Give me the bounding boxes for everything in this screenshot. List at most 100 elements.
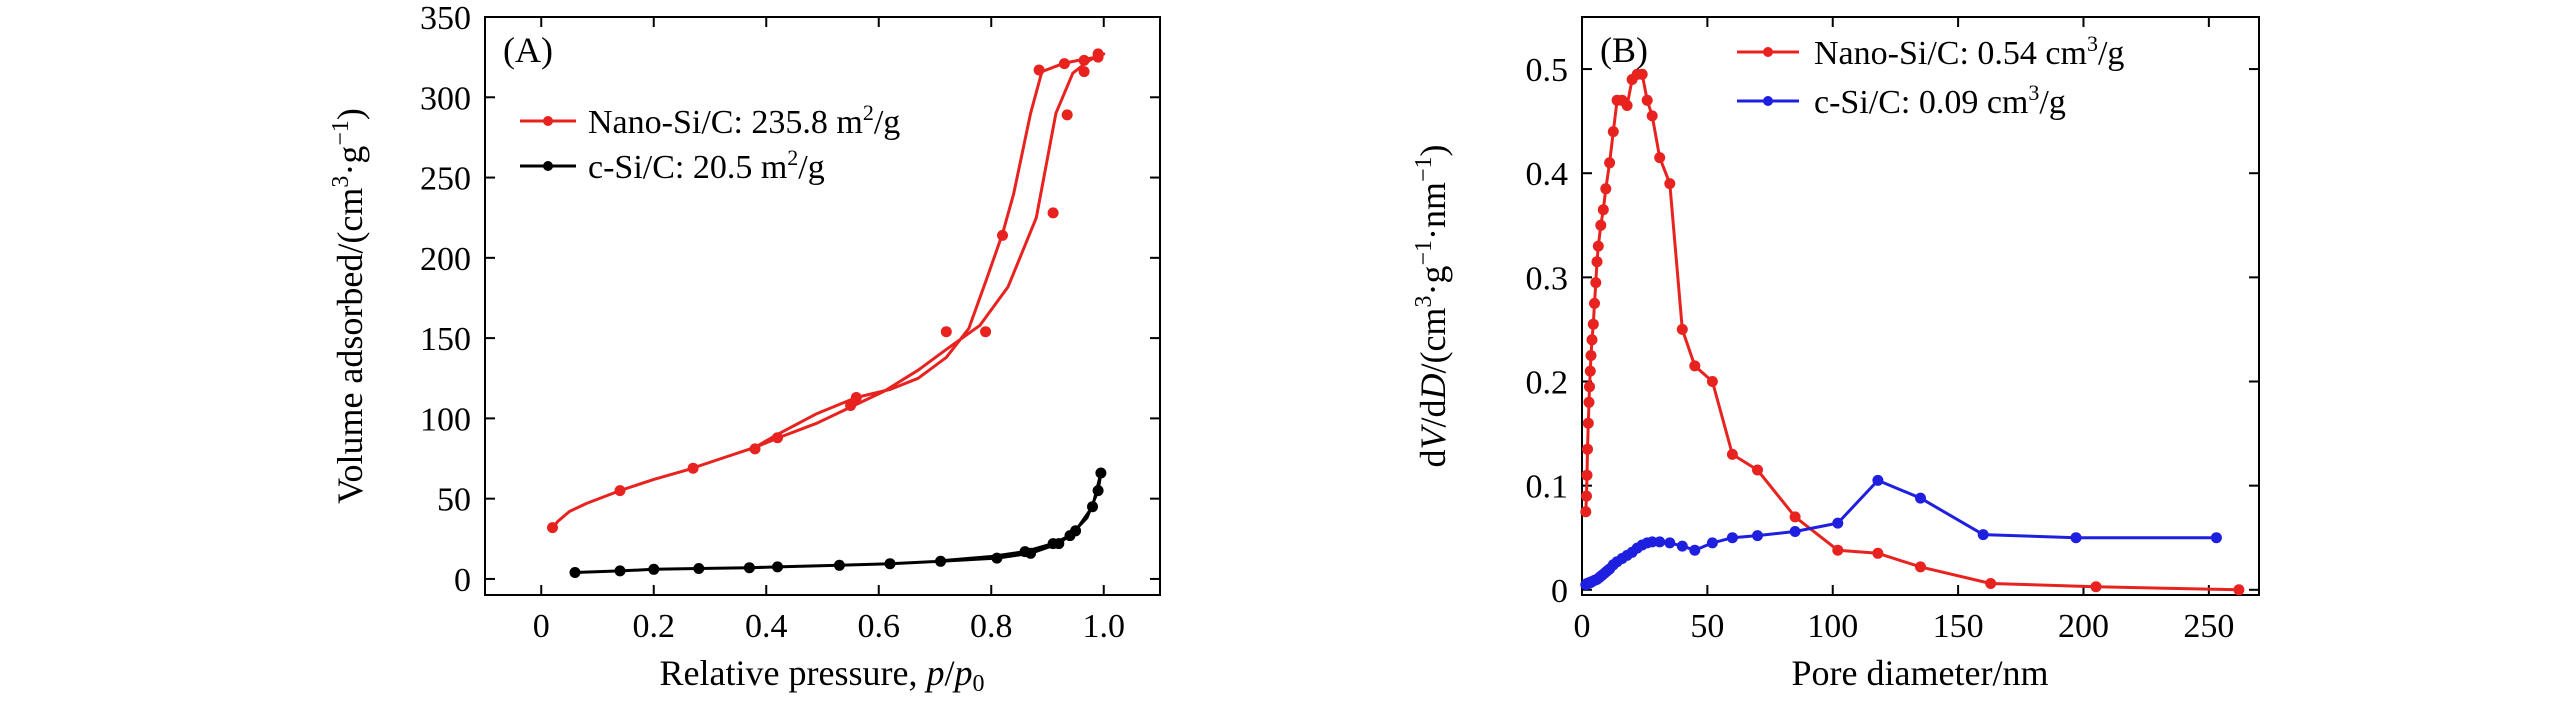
- data-point-b-0: [1584, 365, 1596, 377]
- panel-label-b: (B): [1600, 30, 1648, 70]
- legend-label-csi-b: c-Si/C: 0.09 cm3/g: [1814, 80, 2066, 121]
- series-line-a-0: [551, 52, 1106, 529]
- data-point-b-0: [1592, 240, 1604, 252]
- data-point-a-0: [1033, 64, 1045, 76]
- data-point-b-0: [1582, 443, 1593, 455]
- series-line-b-1: [1584, 478, 2217, 586]
- x-axis-title-b: Pore diameter/nm: [1792, 653, 2049, 693]
- y-tick-label-b: 0.3: [1526, 260, 1569, 297]
- data-point-b-0: [1915, 561, 1926, 573]
- x-tick-label-a: 0: [533, 608, 550, 645]
- data-point-b-0: [1676, 323, 1688, 335]
- data-point-a-1: [1064, 530, 1076, 542]
- y-tick-label-a: 150: [420, 321, 471, 358]
- data-point-b-0: [1789, 511, 1801, 523]
- legend-label-nano-a: Nano-Si/C: 235.8 m2/g: [588, 100, 900, 141]
- y-tick-label-a: 250: [420, 161, 471, 198]
- data-point-a-1: [693, 563, 705, 574]
- data-point-b-0: [1587, 318, 1599, 330]
- x-tick-label-a: 1.0: [1083, 608, 1126, 645]
- data-point-b-0: [2090, 581, 2102, 593]
- data-point-b-1: [1752, 530, 1763, 542]
- legend-b: Nano-Si/C: 0.54 cm3/g c-Si/C: 0.09 cm3/g: [1737, 31, 2124, 121]
- data-point-b-0: [1581, 469, 1593, 481]
- data-point-b-0: [1636, 68, 1648, 80]
- y-tick-label-b: 0.5: [1526, 52, 1569, 89]
- series-line-a-1: [574, 471, 1103, 574]
- data-point-b-1: [1872, 474, 1884, 486]
- data-point-a-1: [614, 565, 626, 577]
- legend-marker-csi-b: [1763, 96, 1773, 106]
- data-point-b-1: [1832, 517, 1844, 529]
- data-point-b-0: [1689, 360, 1701, 372]
- data-point-a-1: [772, 561, 783, 573]
- data-point-b-0: [1832, 544, 1844, 556]
- data-point-a-1: [1047, 538, 1059, 550]
- x-tick-label-b: 50: [1690, 608, 1724, 645]
- x-tick-label-b: 200: [2058, 608, 2109, 645]
- data-point-b-0: [1752, 464, 1763, 476]
- data-point-b-0: [1646, 110, 1658, 122]
- data-point-a-1: [991, 552, 1003, 564]
- chart-panel-a: 0 0.2 0.4 0.6 0.8 1.0 0 50 100 150 200 250 300 350 (A…: [328, 0, 1161, 697]
- y-tick-label-b: 0.2: [1526, 365, 1569, 402]
- data-point-b-0: [1607, 126, 1619, 138]
- y-tick-label-b: 0: [1551, 573, 1568, 610]
- data-point-b-1: [1726, 532, 1738, 544]
- data-point-b-0: [1590, 277, 1602, 289]
- data-point-b-1: [2210, 532, 2222, 544]
- data-point-a-0: [547, 522, 558, 534]
- legend-marker-nano-a: [543, 116, 553, 126]
- y-tick-label-a: 200: [420, 241, 471, 278]
- data-point-a-1: [1092, 485, 1104, 497]
- ticks-b: 0 50 100 150 200 250 0 0.1 0.2 0.3 0.4 0.5: [1526, 17, 2259, 645]
- x-tick-label-a: 0.2: [633, 608, 676, 645]
- data-point-b-0: [1595, 219, 1607, 231]
- data-point-a-0: [1061, 109, 1073, 121]
- legend-label-nano-b: Nano-Si/C: 0.54 cm3/g: [1814, 31, 2124, 72]
- data-point-b-1: [2070, 532, 2082, 544]
- y-tick-label-a: 50: [437, 482, 471, 519]
- y-axis-title-a: Volume adsorbed/(cm3·g−1): [328, 108, 370, 504]
- data-point-a-0: [1058, 58, 1070, 70]
- data-point-b-0: [1985, 578, 1997, 589]
- data-point-b-0: [1600, 183, 1612, 195]
- data-point-a-1: [1019, 546, 1031, 558]
- data-point-a-0: [687, 462, 699, 474]
- data-point-b-0: [1582, 417, 1594, 429]
- data-point-a-1: [569, 567, 581, 578]
- x-axis-title-a: Relative pressure, p/p0: [660, 653, 985, 697]
- data-point-b-0: [1597, 204, 1609, 216]
- data-point-b-0: [1580, 506, 1592, 518]
- data-point-b-0: [1585, 350, 1597, 361]
- data-point-b-0: [1664, 178, 1676, 190]
- x-tick-label-b: 150: [1933, 608, 1984, 645]
- data-point-a-1: [1095, 467, 1107, 479]
- data-point-a-0: [1047, 207, 1059, 219]
- data-point-a-1: [1087, 501, 1098, 513]
- data-point-b-0: [1584, 381, 1595, 393]
- legend-label-csi-a: c-Si/C: 20.5 m2/g: [588, 145, 825, 186]
- data-point-b-0: [1872, 547, 1884, 559]
- x-tick-label-a: 0.8: [970, 608, 1013, 645]
- data-point-a-1: [743, 562, 755, 574]
- data-point-b-1: [1977, 529, 1989, 541]
- data-point-a-0: [772, 432, 783, 444]
- data-point-a-0: [749, 443, 761, 455]
- data-point-b-0: [1621, 100, 1633, 111]
- data-point-a-0: [1078, 54, 1090, 66]
- data-point-b-1: [1789, 526, 1801, 537]
- y-tick-label-a: 350: [420, 0, 471, 37]
- y-tick-label-b: 0.1: [1526, 469, 1569, 506]
- data-point-b-1: [1654, 536, 1666, 548]
- data-point-b-1: [1915, 492, 1926, 504]
- series-b: [1580, 68, 2245, 596]
- data-point-b-0: [1581, 490, 1592, 502]
- data-point-a-0: [1092, 51, 1104, 63]
- data-point-a-0: [997, 229, 1008, 241]
- y-tick-label-a: 300: [420, 80, 471, 117]
- data-point-a-0: [614, 485, 626, 497]
- x-tick-label-a: 0.4: [745, 608, 788, 645]
- data-point-a-1: [935, 555, 947, 567]
